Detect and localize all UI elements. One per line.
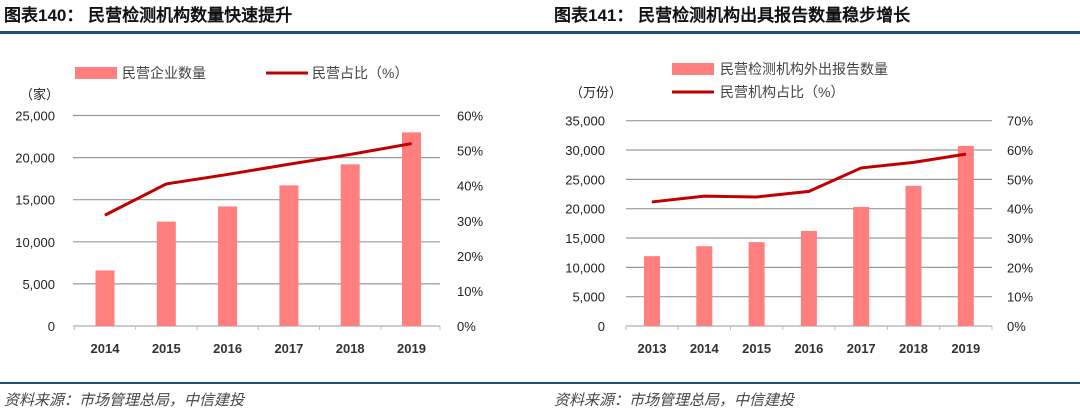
left-tick-label: 20,000 [565,202,605,217]
line-point-2013 [651,201,653,203]
x-tick-label: 2016 [794,341,823,356]
bar-2015 [748,242,765,326]
right-tick-label: 20% [457,249,483,264]
x-tick-label: 2016 [213,341,242,356]
x-tick-label: 2015 [152,341,181,356]
right-tick-label: 40% [1007,202,1033,217]
x-tick-label: 2019 [397,341,426,356]
left-tick-label: 20,000 [15,151,55,166]
legend-label: 民营检测机构外出报告数量 [720,61,888,77]
line-point-2014 [703,195,705,197]
right-tick-label: 10% [1007,290,1033,305]
x-tick-label: 2014 [91,341,121,356]
x-tick-label: 2018 [336,341,365,356]
right-tick-label: 60% [1007,143,1033,158]
x-tick-label: 2018 [899,341,928,356]
x-tick-label: 2017 [847,341,876,356]
left-tick-label: 10,000 [565,260,605,275]
right-tick-label: 0% [457,319,476,334]
right-tick-label: 30% [1007,231,1033,246]
chart-title: 图表140： 民营检测机构数量快速提升 [4,5,292,25]
line-point-2018 [913,161,914,163]
bar-2018 [340,164,360,326]
title-rule [540,31,1080,34]
source-note: 资料来源：市场管理总局，中信建投 [4,392,246,409]
line-point-2017 [288,163,290,165]
line-point-2014 [104,214,106,216]
line-point-2016 [808,190,810,192]
line-point-2017 [860,167,862,169]
bar-2019 [402,132,421,326]
x-tick-label: 2017 [274,341,303,356]
line-point-2019 [411,143,412,145]
bar-2016 [800,230,817,326]
left-tick-label: 10,000 [15,235,55,250]
bar-2019 [957,145,974,326]
left-tick-label: 0 [598,319,605,334]
left-axis-unit: （家） [20,87,59,102]
right-tick-label: 50% [1007,172,1033,187]
bar-2017 [279,185,299,326]
bar-2014 [696,246,713,326]
left-tick-label: 25,000 [565,172,605,187]
share-line [104,142,412,217]
legend-label: 民营机构占比（%） [720,84,844,100]
left-tick-label: 15,000 [15,193,55,208]
bar-2013 [644,256,660,326]
source-note: 资料来源：市场管理总局，中信建投 [554,392,796,409]
source-rule [540,382,1080,384]
right-tick-label: 50% [457,144,483,159]
source-rule [0,382,540,384]
x-tick-label: 2014 [690,341,720,356]
line-point-2019 [965,153,967,155]
x-tick-label: 2019 [951,341,980,356]
bar-2018 [905,185,922,326]
x-tick-label: 2013 [638,341,667,356]
left-tick-label: 5,000 [572,290,605,305]
chart-title: 图表141： 民营检测机构出具报告数量稳步增长 [554,5,911,25]
right-tick-label: 0% [1007,319,1026,334]
right-tick-label: 40% [457,179,483,194]
left-tick-label: 30,000 [565,143,605,158]
left-tick-label: 5,000 [22,277,55,292]
line-point-2015 [165,183,167,185]
line-point-2018 [349,153,351,155]
bar-2015 [156,221,176,326]
line-point-2015 [756,196,758,198]
legend-label: 民营企业数量 [122,65,206,81]
right-tick-label: 70% [1007,114,1033,129]
x-tick-label: 2015 [742,341,771,356]
right-tick-label: 60% [457,109,483,124]
left-tick-label: 0 [48,319,55,334]
bar-2017 [853,206,870,326]
line-point-2016 [227,173,229,175]
title-rule [0,31,540,34]
legend-label: 民营占比（%） [312,65,408,81]
legend-bar-swatch [672,63,714,75]
bar-2016 [218,206,238,326]
left-tick-label: 15,000 [565,231,605,246]
right-tick-label: 10% [457,284,483,299]
legend-bar-swatch [75,67,117,79]
right-tick-label: 30% [457,214,483,229]
right-tick-label: 20% [1007,260,1033,275]
left-tick-label: 35,000 [565,114,605,129]
left-axis-unit: （万份） [570,85,622,100]
bar-2014 [95,270,115,326]
left-tick-label: 25,000 [15,109,55,124]
